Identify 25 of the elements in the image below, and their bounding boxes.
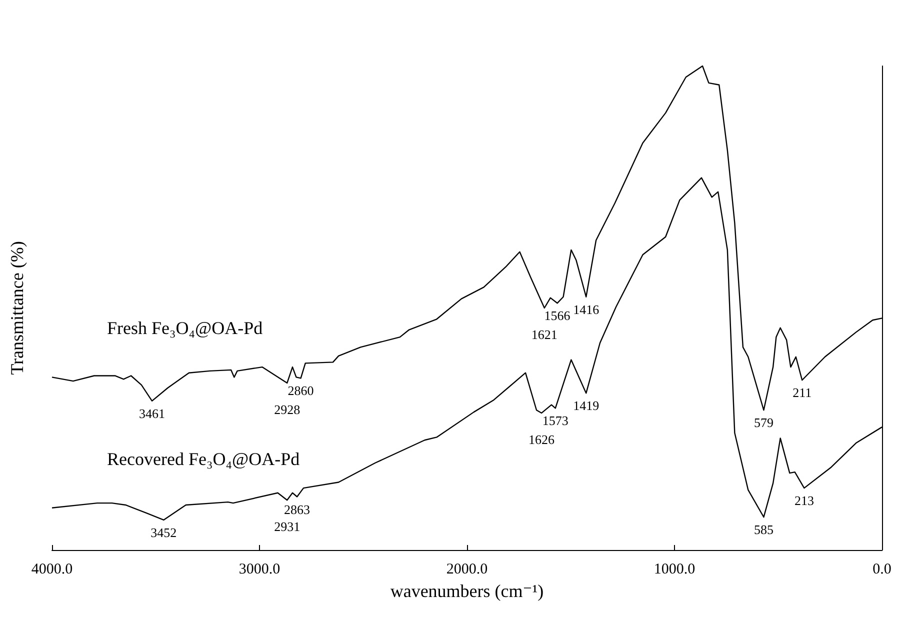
annotation: 2863 [284,502,310,517]
annotation: 579 [754,415,774,430]
x-tick-label: 1000.0 [654,562,696,578]
annotation: 2860 [288,383,314,398]
annotation: 213 [794,493,814,508]
annotation: 1626 [528,432,555,448]
x-tick-label: 0.0 [872,562,892,578]
annotation: 1573 [542,413,568,428]
x-tick-label: 4000.0 [31,562,73,578]
x-axis-title: wavenumbers (cm⁻¹) [390,581,544,601]
annotation: 3452 [150,524,177,540]
annotation: 1566 [544,308,571,324]
annotation: 2928 [274,402,300,418]
series-label: Fresh Fe₃O₄@OA-Pd [107,318,263,338]
y-axis-title: Transmittance (%) [7,241,27,375]
annotation: 1416 [573,302,600,317]
series-label: Recovered Fe₃O₄@OA-Pd [107,448,300,469]
annotation: 585 [754,522,774,538]
x-tick-label: 2000.0 [446,562,488,578]
annotation: 1419 [573,398,600,414]
annotation: 2931 [274,519,300,534]
annotation: 3461 [139,406,166,421]
x-tick-label: 3000.0 [238,562,280,578]
annotation: 1621 [531,327,558,342]
annotation: 211 [792,385,812,400]
